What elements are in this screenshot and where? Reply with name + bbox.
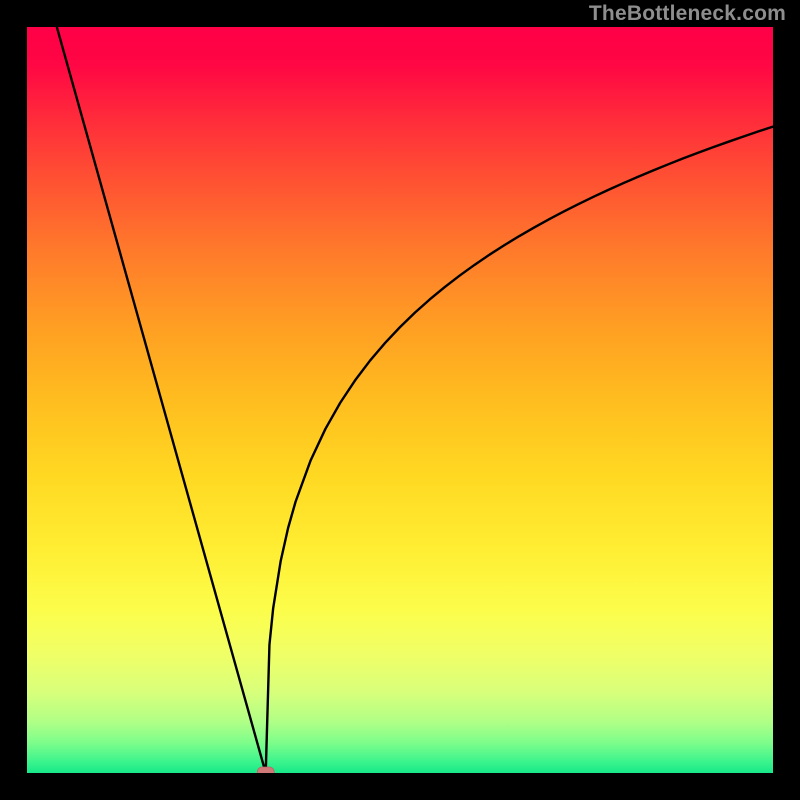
bottleneck-chart <box>0 0 800 800</box>
gradient-background <box>27 27 773 773</box>
chart-canvas: TheBottleneck.com <box>0 0 800 800</box>
plot-area <box>27 27 773 779</box>
